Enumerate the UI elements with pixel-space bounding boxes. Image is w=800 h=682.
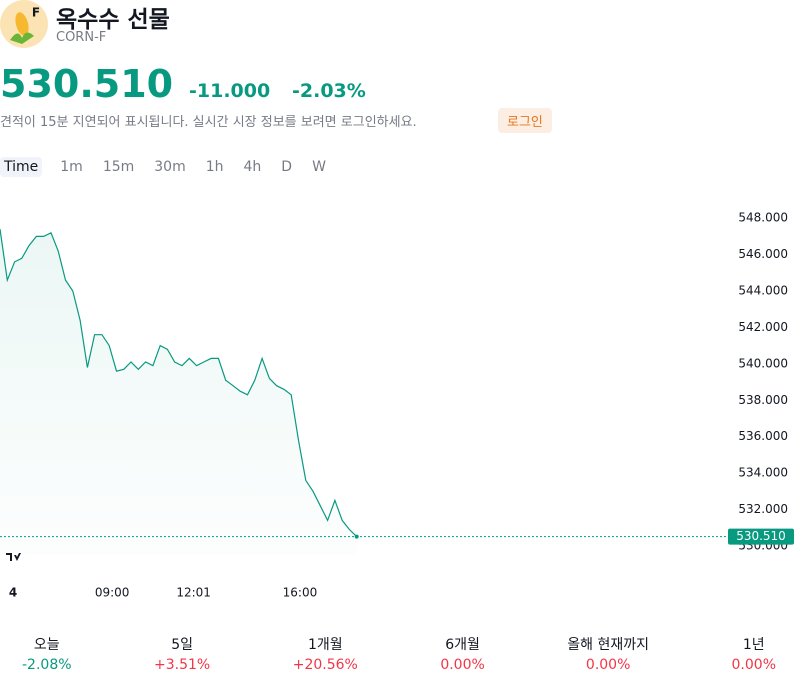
tab[interactable]: W (312, 159, 326, 175)
icon-badge: F (32, 6, 40, 20)
period[interactable]: 올해 현재까지 0.00% (567, 634, 649, 673)
notice: 견적이 15분 지연되어 표시됩니다. 실시간 시장 정보를 보려면 로그인하세… (0, 115, 417, 130)
y-tick-label: 548.000 (738, 211, 788, 225)
tab[interactable]: 1h (205, 159, 224, 175)
tab[interactable]: 1m (60, 159, 83, 175)
y-tick-label: 532.000 (738, 502, 788, 516)
period-change: +3.51% (154, 657, 211, 673)
tab[interactable]: D (281, 159, 293, 175)
y-tick-label: 538.000 (738, 393, 788, 407)
symbol-icon: F (0, 0, 48, 48)
tab[interactable]: Time (0, 157, 43, 177)
period-label: 5일 (171, 637, 194, 653)
tab[interactable]: 15m (102, 159, 135, 175)
period-label: 6개월 (445, 637, 480, 653)
last-price-box (728, 528, 794, 545)
title: 옥수수 선물 (56, 7, 170, 33)
period-change: 0.00% (731, 657, 776, 673)
period[interactable]: 오늘 -2.08% (22, 634, 72, 673)
x-tick-label: 12:01 (176, 586, 211, 600)
login-button[interactable]: 로그인 (498, 108, 552, 133)
y-tick-label: 540.000 (738, 356, 788, 370)
y-tick-label: 544.000 (738, 284, 788, 298)
last-point (354, 534, 359, 539)
chart: 530.000532.000534.000536.000538.000540.0… (0, 211, 794, 600)
area (0, 229, 357, 555)
change: -11.000 (189, 80, 271, 102)
line (0, 229, 358, 538)
period-change: 0.00% (585, 657, 631, 673)
y-tick-label: 536.000 (738, 429, 788, 443)
period-label: 올해 현재까지 (567, 637, 650, 653)
period[interactable]: 5일 +3.51% (154, 634, 210, 673)
period[interactable]: 1년 0.00% (732, 634, 776, 673)
last-price-label: 530.510 (736, 529, 786, 543)
x-tick-label: 09:00 (95, 586, 130, 600)
x-tick-label: 16:00 (283, 586, 318, 600)
period[interactable]: 6개월 0.00% (440, 634, 484, 673)
period[interactable]: 1개월 +20.56% (293, 634, 358, 673)
price: 530.510 (0, 62, 174, 106)
period-change: 0.00% (440, 657, 485, 673)
period-change: +20.56% (292, 657, 358, 673)
tab[interactable]: 30m (154, 159, 186, 175)
period-label: 1년 (742, 637, 765, 653)
tabs: Time 1m 15m 30m 1h 4h D W (0, 157, 342, 177)
period-change: -2.08% (22, 657, 72, 673)
period-label: 1개월 (307, 637, 343, 653)
x-tick-label: 4 (9, 586, 17, 600)
change-pct: -2.03% (292, 80, 366, 102)
y-tick-label: 546.000 (738, 247, 788, 261)
tab[interactable]: 4h (243, 159, 262, 175)
y-tick-label: 542.000 (738, 320, 788, 334)
symbol: CORN-F (56, 30, 107, 45)
periods: 오늘 -2.08% 5일 +3.51% 1개월 +20.56% 6개월 0.00% 올해 현재까… (0, 634, 800, 673)
y-tick-label: 534.000 (738, 466, 788, 480)
period-label: 오늘 (33, 637, 60, 653)
